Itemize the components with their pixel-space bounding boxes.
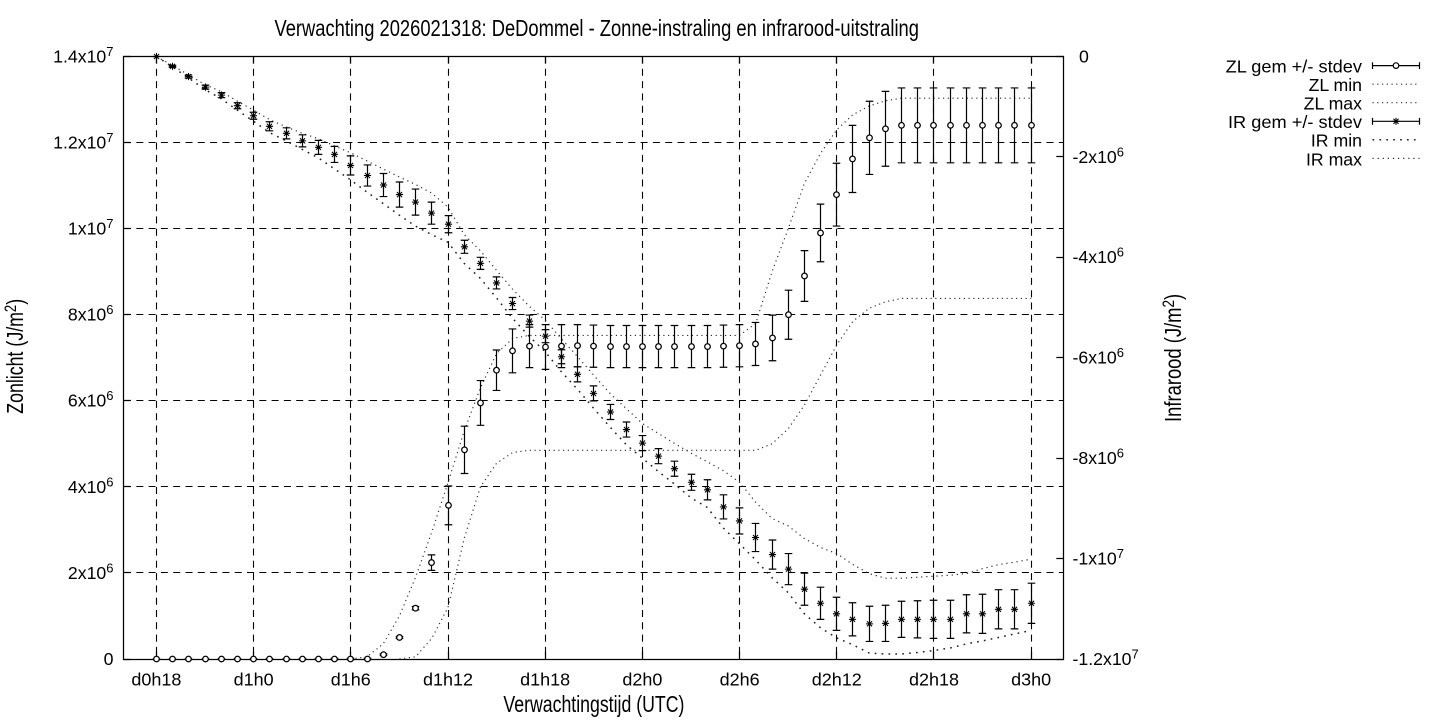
svg-text:Zonlicht (J/m2): Zonlicht (J/m2): [1, 299, 28, 414]
svg-text:d1h12: d1h12: [423, 670, 473, 690]
svg-text:-2x106: -2x106: [1073, 144, 1124, 167]
svg-text:Verwachtingstijd (UTC): Verwachtingstijd (UTC): [503, 692, 684, 718]
svg-text:-4x106: -4x106: [1073, 245, 1124, 268]
svg-text:8x106: 8x106: [68, 302, 114, 325]
svg-text:-1x107: -1x107: [1073, 546, 1124, 569]
svg-text:d3h0: d3h0: [1011, 670, 1051, 690]
svg-text:1x107: 1x107: [68, 216, 114, 239]
svg-text:6x106: 6x106: [68, 388, 114, 411]
svg-text:d2h6: d2h6: [720, 670, 760, 690]
svg-text:Infrarood (J/m2): Infrarood (J/m2): [1160, 294, 1187, 422]
svg-text:0: 0: [1079, 46, 1089, 66]
svg-text:d1h18: d1h18: [520, 670, 570, 690]
svg-text:IR max: IR max: [1306, 149, 1362, 169]
svg-text:IR min: IR min: [1311, 131, 1362, 151]
svg-text:4x106: 4x106: [68, 474, 114, 497]
svg-text:d2h12: d2h12: [812, 670, 862, 690]
svg-text:d1h6: d1h6: [331, 670, 371, 690]
svg-text:2x106: 2x106: [68, 560, 114, 583]
svg-text:1.4x107: 1.4x107: [53, 44, 113, 67]
svg-text:1.2x107: 1.2x107: [53, 130, 113, 153]
svg-text:ZL gem +/- stdev: ZL gem +/- stdev: [1226, 57, 1363, 77]
svg-text:0: 0: [104, 649, 114, 669]
svg-text:-1.2x107: -1.2x107: [1073, 646, 1139, 669]
svg-text:Verwachting 2026021318: DeDomm: Verwachting 2026021318: DeDommel - Zonne…: [274, 16, 918, 41]
svg-text:-6x106: -6x106: [1073, 345, 1124, 368]
svg-text:-8x106: -8x106: [1073, 446, 1124, 469]
svg-text:d2h18: d2h18: [909, 670, 959, 690]
svg-text:ZL min: ZL min: [1309, 75, 1362, 95]
svg-text:d1h0: d1h0: [234, 670, 274, 690]
svg-text:IR gem +/- stdev: IR gem +/- stdev: [1228, 112, 1362, 132]
svg-text:ZL max: ZL max: [1304, 94, 1362, 114]
svg-text:d0h18: d0h18: [131, 670, 181, 690]
svg-text:d2h0: d2h0: [622, 670, 662, 690]
